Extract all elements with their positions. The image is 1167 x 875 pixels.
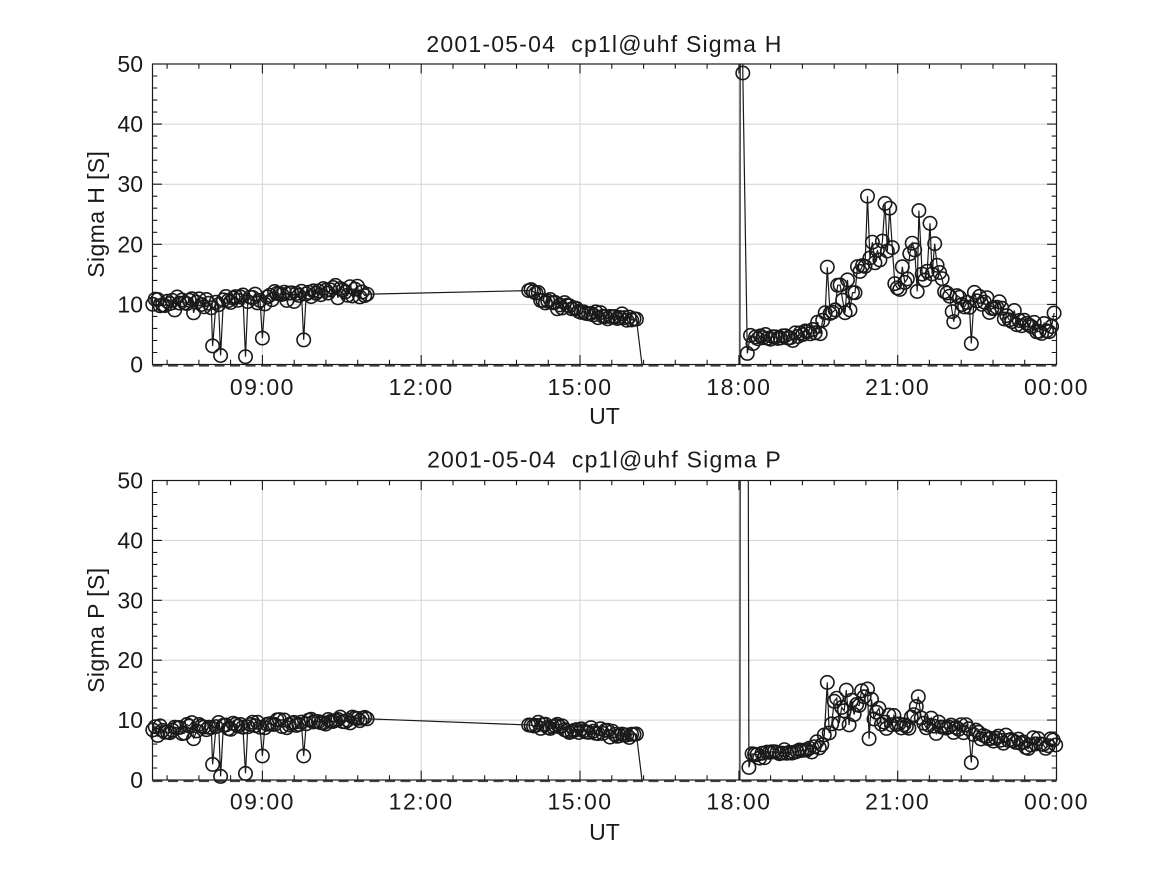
- svg-text:2001-05-04 cp1l@uhf Sigma H: 2001-05-04 cp1l@uhf Sigma H: [426, 31, 782, 57]
- svg-text:UT: UT: [589, 819, 620, 845]
- svg-text:15:00: 15:00: [547, 374, 612, 400]
- svg-text:Sigma H [S]: Sigma H [S]: [83, 151, 109, 278]
- svg-text:21:00: 21:00: [865, 789, 930, 815]
- svg-text:18:00: 18:00: [706, 789, 771, 815]
- svg-text:0: 0: [130, 352, 143, 378]
- svg-text:09:00: 09:00: [230, 789, 295, 815]
- svg-text:Sigma P [S]: Sigma P [S]: [83, 567, 109, 692]
- svg-text:20: 20: [117, 231, 143, 257]
- svg-text:40: 40: [117, 111, 143, 137]
- svg-text:10: 10: [117, 707, 143, 733]
- svg-text:2001-05-04 cp1l@uhf Sigma P: 2001-05-04 cp1l@uhf Sigma P: [427, 447, 782, 473]
- svg-text:UT: UT: [589, 403, 620, 429]
- svg-text:50: 50: [117, 468, 143, 494]
- svg-text:20: 20: [117, 647, 143, 673]
- svg-text:18:00: 18:00: [706, 374, 771, 400]
- svg-text:21:00: 21:00: [865, 374, 930, 400]
- svg-text:50: 50: [117, 51, 143, 77]
- svg-text:30: 30: [117, 587, 143, 613]
- svg-text:10: 10: [117, 291, 143, 317]
- svg-text:00:00: 00:00: [1024, 374, 1089, 400]
- svg-text:0: 0: [130, 767, 143, 793]
- svg-text:30: 30: [117, 171, 143, 197]
- svg-text:09:00: 09:00: [230, 374, 295, 400]
- svg-text:00:00: 00:00: [1024, 789, 1089, 815]
- svg-text:15:00: 15:00: [547, 789, 612, 815]
- svg-text:12:00: 12:00: [389, 789, 454, 815]
- svg-text:12:00: 12:00: [389, 374, 454, 400]
- svg-text:40: 40: [117, 527, 143, 553]
